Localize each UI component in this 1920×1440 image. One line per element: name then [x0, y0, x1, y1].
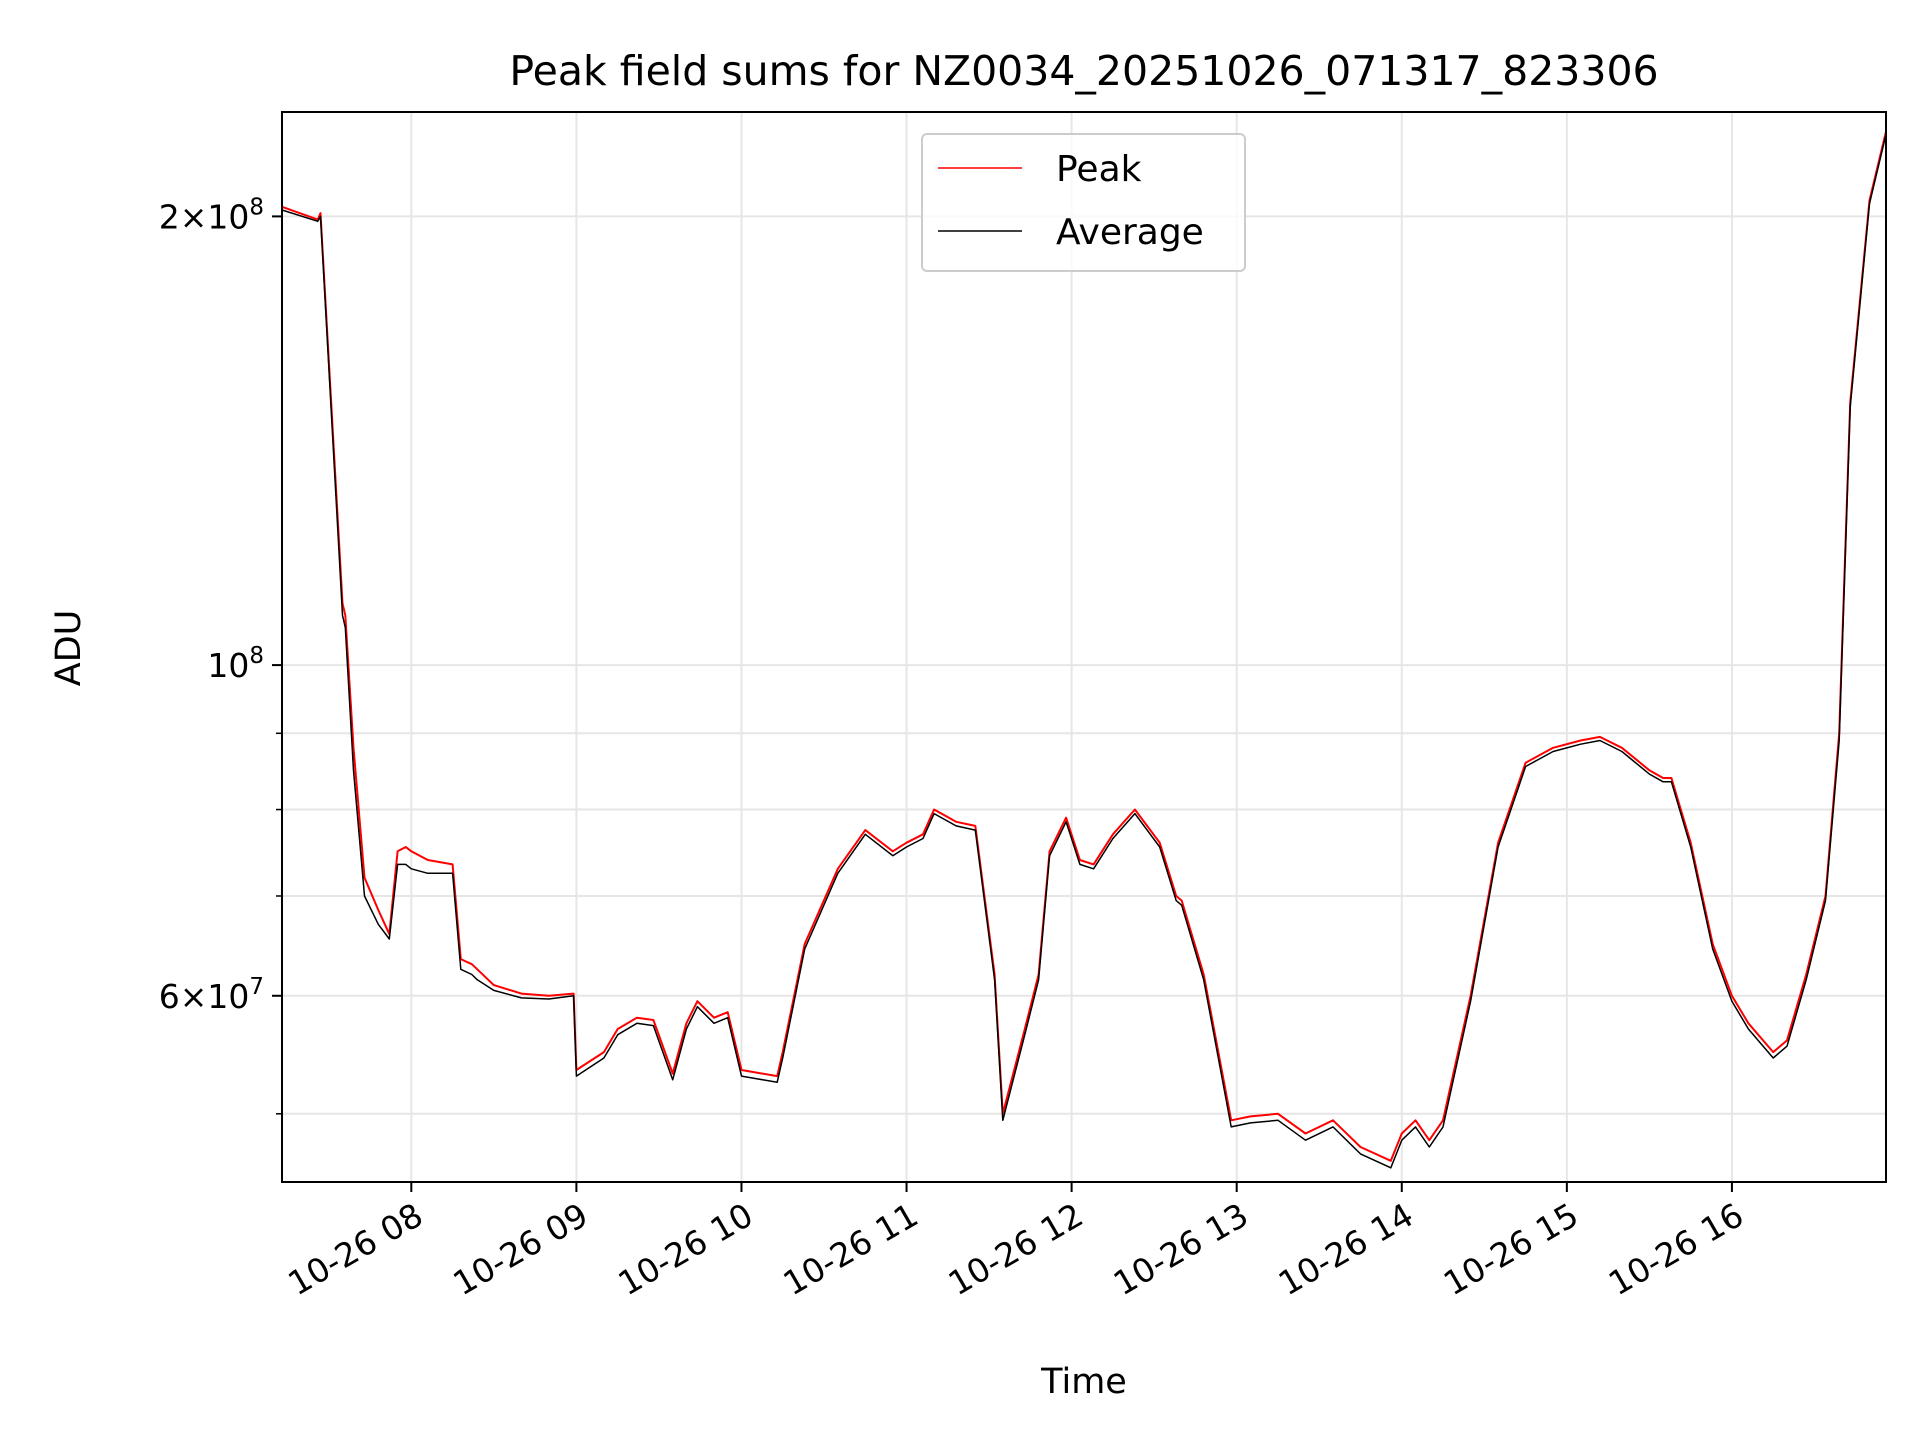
legend-label-average: Average: [1056, 212, 1204, 253]
legend: Peak Average: [921, 133, 1246, 272]
series-line-average: [281, 134, 1887, 1169]
legend-label-peak: Peak: [1056, 149, 1142, 190]
x-axis-title: Time: [1040, 1362, 1127, 1402]
chart-title: Peak field sums for NZ0034_20251026_0713…: [509, 47, 1658, 95]
y-tick-label: 6×107: [159, 974, 264, 1016]
y-axis-title: ADU: [49, 610, 89, 687]
series-lines: [281, 131, 1887, 1169]
y-tick-label: 2×108: [159, 194, 264, 236]
plot-frame: [281, 111, 1887, 1183]
y-tick-label: 108: [207, 643, 264, 685]
